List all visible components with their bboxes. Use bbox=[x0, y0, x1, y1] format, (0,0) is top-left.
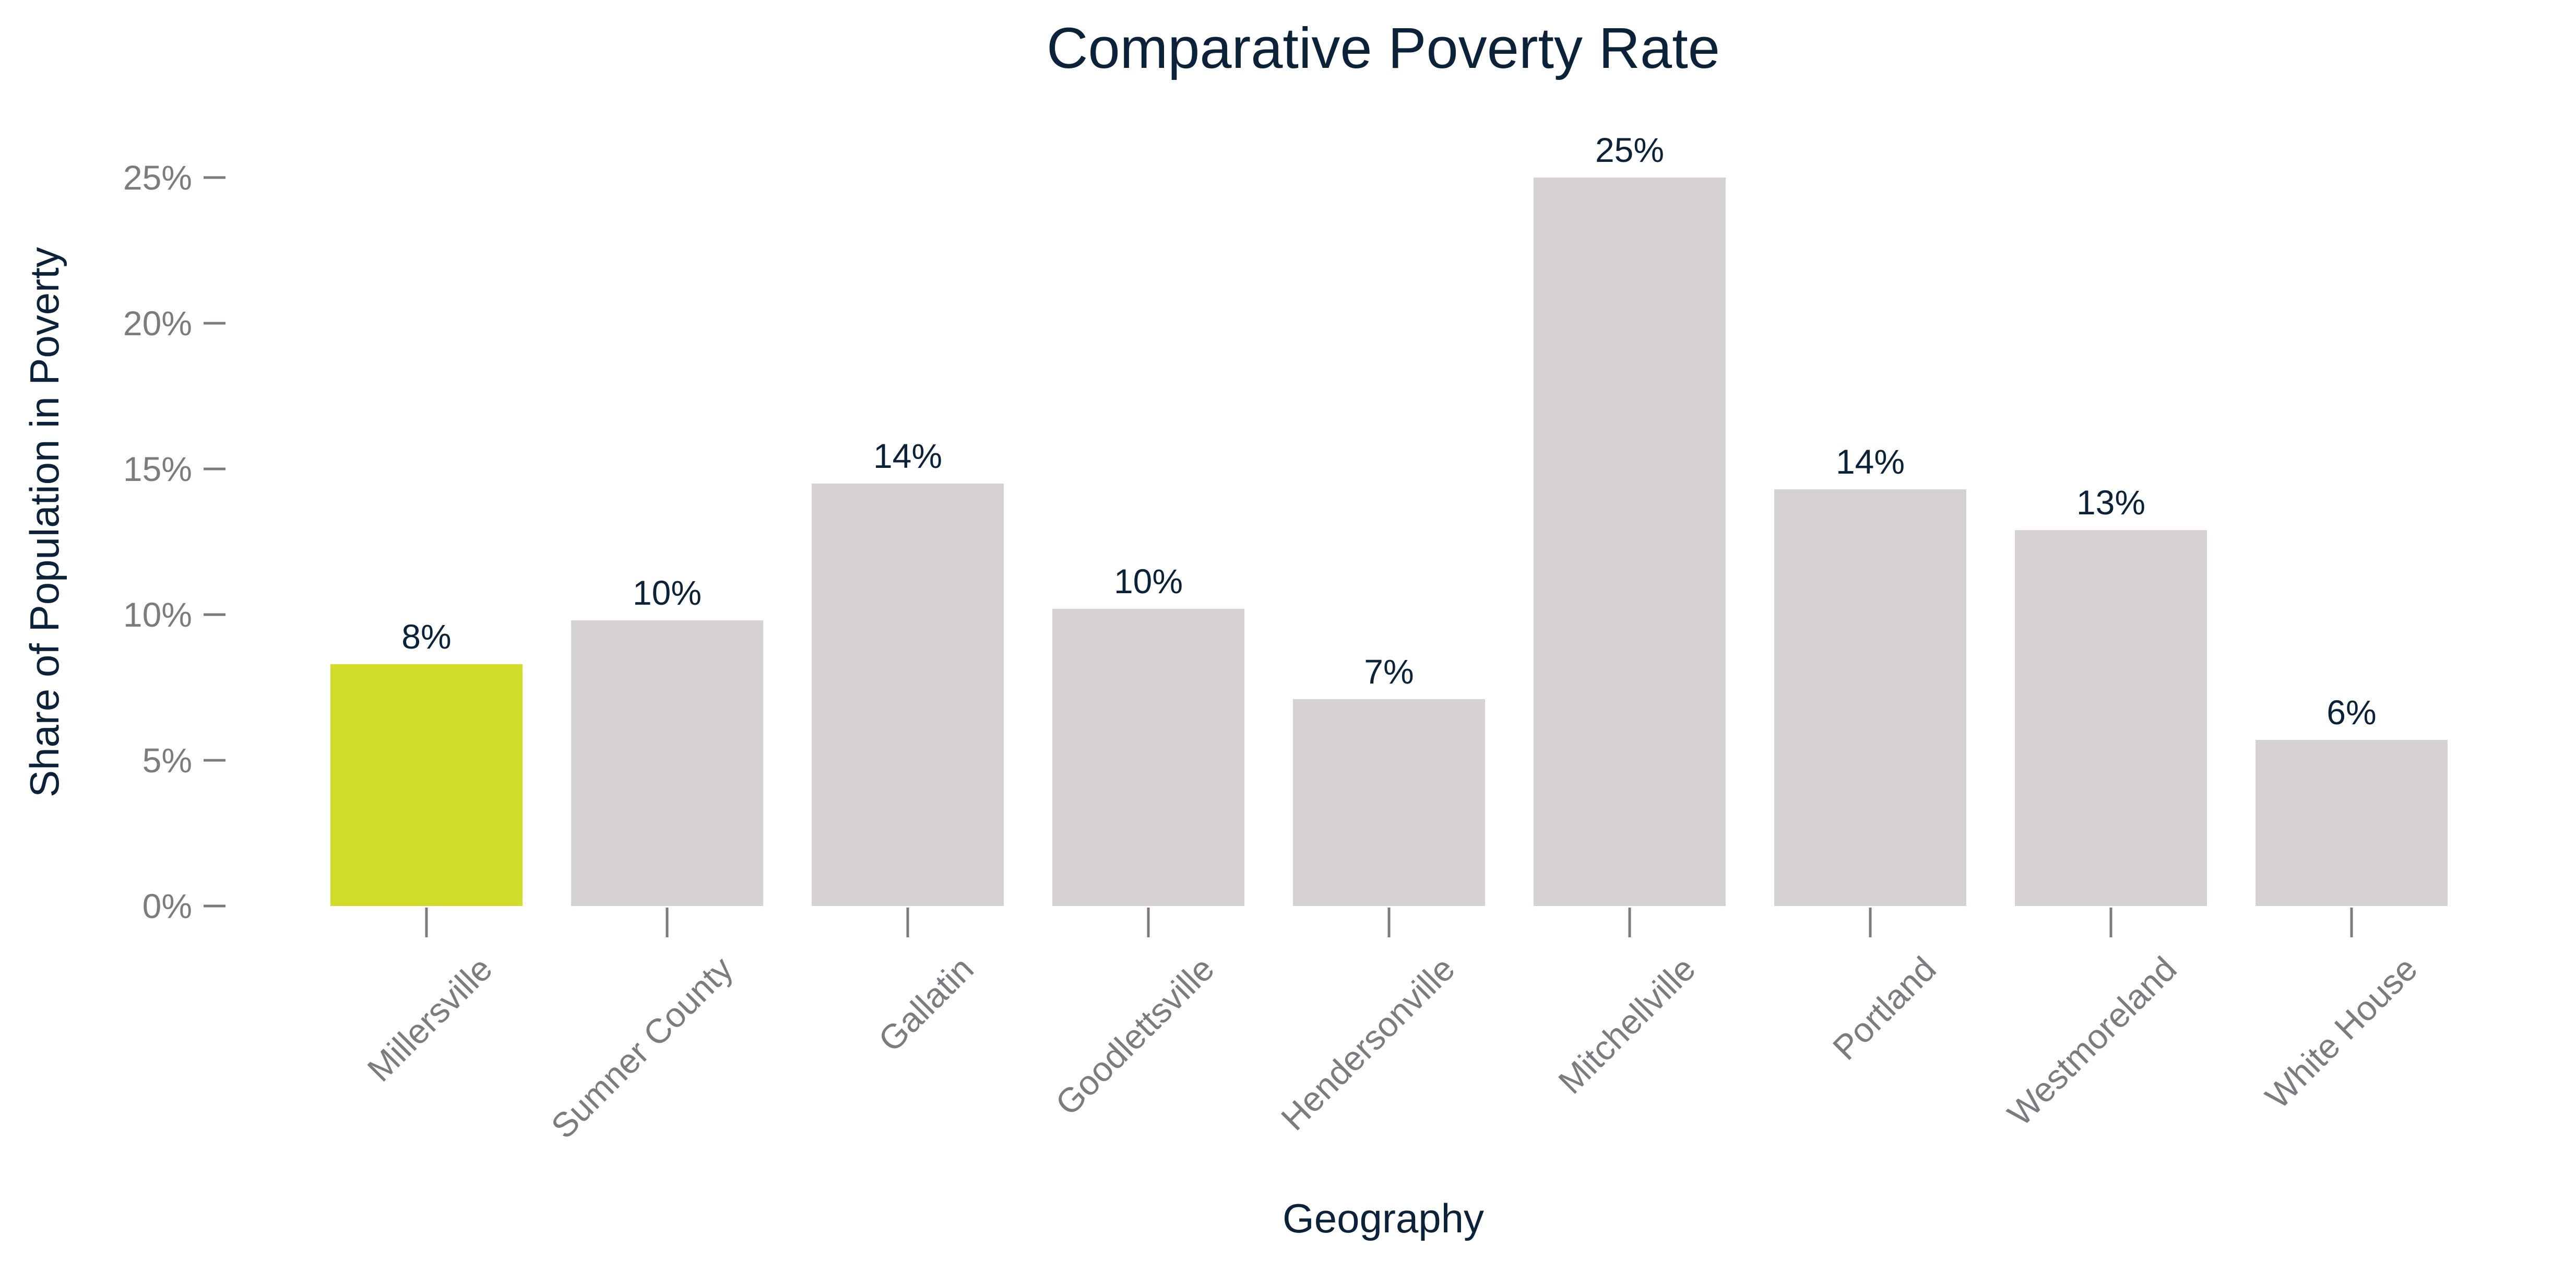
bar bbox=[1774, 489, 1966, 906]
x-axis-title: Geography bbox=[1283, 1195, 1484, 1241]
data-label: 25% bbox=[1595, 131, 1664, 169]
chart-title: Comparative Poverty Rate bbox=[1047, 16, 1720, 80]
y-tick-label: 0% bbox=[143, 887, 192, 925]
x-tick-label: Goodlettsville bbox=[1048, 949, 1221, 1123]
x-tick-label: Millersville bbox=[360, 949, 500, 1089]
y-tick-label: 5% bbox=[143, 741, 192, 780]
bars: 8% 10% 14% 10% 7% 25% 14% 13% 6% bbox=[330, 131, 2448, 906]
y-axis-title: Share of Population in Poverty bbox=[21, 247, 67, 797]
data-label: 7% bbox=[1364, 652, 1414, 691]
bar bbox=[812, 483, 1004, 906]
data-label: 14% bbox=[873, 437, 942, 475]
x-tick-label: Gallatin bbox=[871, 949, 981, 1060]
data-label: 8% bbox=[401, 617, 451, 656]
x-tick-label: Portland bbox=[1825, 949, 1943, 1067]
bar bbox=[1534, 178, 1726, 906]
data-label: 10% bbox=[1114, 562, 1183, 601]
x-tick-label: White House bbox=[2258, 949, 2424, 1116]
data-label: 13% bbox=[2076, 483, 2145, 522]
data-label: 6% bbox=[2326, 693, 2376, 732]
x-tick-label: Sumner County bbox=[543, 949, 740, 1146]
bar bbox=[1052, 608, 1244, 906]
bar bbox=[571, 620, 763, 906]
y-tick-label: 20% bbox=[123, 304, 192, 343]
y-axis: 0% 5% 10% 15% 20% 25% bbox=[123, 158, 225, 925]
bar bbox=[2256, 739, 2448, 906]
x-tick-label: Hendersonville bbox=[1274, 949, 1462, 1138]
y-tick-label: 10% bbox=[123, 595, 192, 634]
data-label: 10% bbox=[633, 573, 702, 612]
bar bbox=[1293, 699, 1485, 906]
x-tick-label: Mitchellville bbox=[1551, 949, 1703, 1101]
x-axis: Millersville Sumner County Gallatin Goodlet… bbox=[360, 908, 2425, 1146]
data-label: 14% bbox=[1836, 442, 1905, 481]
y-tick-label: 25% bbox=[123, 158, 192, 197]
bar bbox=[330, 664, 523, 906]
y-tick-label: 15% bbox=[123, 450, 192, 488]
x-tick-label: Westmoreland bbox=[2000, 949, 2184, 1133]
bar bbox=[2015, 530, 2207, 906]
